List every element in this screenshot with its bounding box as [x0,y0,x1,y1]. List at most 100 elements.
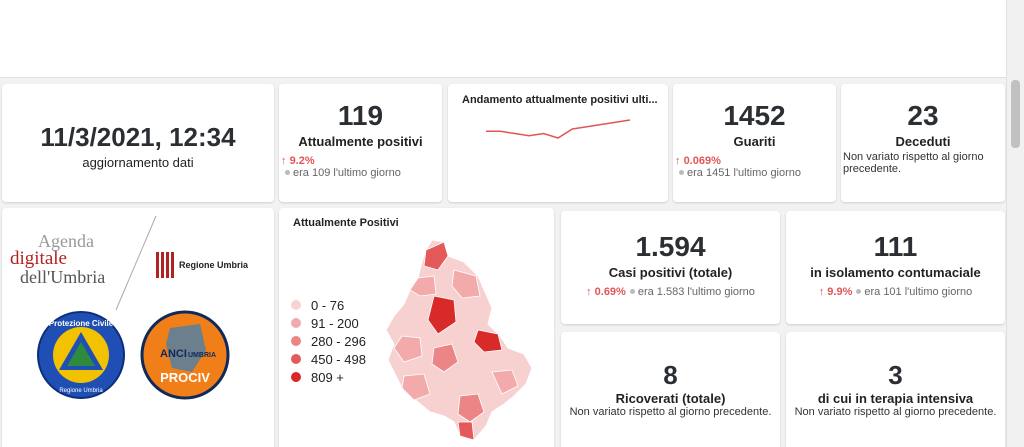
ricoverati-label: Ricoverati (totale) [615,391,726,406]
guariti-value: 1452 [723,100,786,131]
ricoverati-card: 8 Ricoverati (totale) Non variato rispet… [561,332,780,447]
casi-totali-delta: ↑ 0.69% era 1.583 l'ultimo giorno [561,286,780,298]
casi-totali-label: Casi positivi (totale) [608,265,733,280]
casi-totali-pct: 0.69% [594,286,626,298]
guariti-pct: 0.069% [683,155,721,167]
deceduti-value: 23 [907,100,939,131]
map-municipality [401,373,431,401]
agenda-word: Agenda [38,231,94,251]
prev-suffix: l'ultimo giorno [733,167,802,179]
map-municipality [457,421,475,441]
legend-swatch [291,318,301,328]
legend-label: 0 - 76 [311,297,345,313]
dot-icon [285,170,290,176]
isolamento-label: in isolamento contumaciale [810,265,981,280]
trend-sparkline [486,119,631,139]
regione-umbria-logo: Regione Umbria [156,252,248,278]
attualmente-positivi-pct: 9.2% [289,155,315,167]
legend-item[interactable]: 91 - 200 [291,314,366,332]
prev-value: era 1.583 [637,286,685,298]
legend-label: 280 - 296 [311,333,366,349]
umbria-choropleth-map[interactable] [374,236,549,446]
map-legend: 0 - 76 91 - 200 280 - 296 450 - 498 809 … [291,296,366,386]
umbria-text: UMBRIA [188,352,216,359]
legend-item[interactable]: 450 - 498 [291,350,366,368]
legend-item[interactable]: 809 + [291,368,366,386]
map-municipality [457,393,485,423]
guariti-card: 1452 Guariti ↑ 0.069% era 1451 l'ultimo … [673,84,836,202]
dot-icon [629,289,635,295]
casi-totali-value: 1.594 [635,231,706,262]
logos-card: Agenda digitale dell'Umbria Regione Umbr… [2,208,274,447]
trend-line [486,119,631,139]
trend-title: Andamento attualmente positivi ulti... [462,94,658,106]
deceduti-label: Deceduti [895,134,951,149]
prev-value: era 101 [864,286,902,298]
update-datetime: 11/3/2021, 12:34 [40,122,236,152]
map-municipality [409,275,437,297]
guariti-label: Guariti [733,134,776,149]
casi-totali-card: 1.594 Casi positivi (totale) ↑ 0.69% era … [561,211,780,324]
protezione-civile-logo: Protezione Civile Regione Umbria [37,311,125,399]
map-municipality [393,335,423,363]
prev-suffix: l'ultimo giorno [333,167,401,179]
guariti-prev: era 1451 l'ultimo giorno [675,167,836,179]
map-municipality [431,343,459,373]
scrollbar-track[interactable] [1006,0,1024,447]
prev-suffix: l'ultimo giorno [904,286,973,298]
legend-swatch [291,336,301,346]
regione-emblem-icon [156,252,174,278]
update-card: 11/3/2021, 12:34 aggiornamento dati [2,84,274,202]
terapia-label: di cui in terapia intensiva [817,391,974,406]
protezione-civile-text: Protezione Civile [49,319,114,328]
terapia-note: Non variato rispetto al giorno precedent… [794,406,997,418]
arrow-up-icon: ↑ [586,286,592,298]
update-label: aggiornamento dati [82,155,194,170]
attualmente-positivi-card: 119 Attualmente positivi ↑ 9.2% era 109 … [279,84,442,202]
digitale-word: digitale [10,248,67,269]
legend-swatch [291,300,301,310]
isolamento-value: 111 [873,231,918,262]
legend-label: 809 + [311,369,344,385]
top-banner [0,0,1007,78]
legend-item[interactable]: 0 - 76 [291,296,366,314]
attualmente-positivi-prev: era 109 l'ultimo giorno [281,167,442,179]
deceduti-note: Non variato rispetto al giorno precedent… [843,151,984,175]
arrow-up-icon: ↑ [818,286,825,298]
attualmente-positivi-delta: ↑ 9.2% [281,155,442,167]
legend-item[interactable]: 280 - 296 [291,332,366,350]
divider-line [115,215,157,311]
map-municipality [423,241,449,271]
regione-umbria-text: Regione Umbria [179,260,249,270]
attualmente-positivi-value: 119 [337,100,384,131]
trend-card[interactable]: Andamento attualmente positivi ulti... [448,84,668,202]
ricoverati-value: 8 [663,360,678,390]
attualmente-positivi-label: Attualmente positivi [298,134,423,149]
prev-value: era 109 [293,167,331,179]
terapia-value: 3 [888,360,903,390]
arrow-up-icon: ↑ [675,155,681,167]
legend-swatch [291,372,301,382]
dot-icon [679,170,684,176]
map-municipality [451,269,481,299]
map-card: Attualmente Positivi 0 - 76 91 - 200 280… [279,208,554,447]
scrollbar-thumb[interactable] [1011,80,1020,148]
isolamento-card: 111 in isolamento contumaciale ↑ 9.9% era… [786,211,1005,324]
umbria-word: dell'Umbria [20,267,106,287]
prociv-text: PROCIV [160,370,210,385]
map-municipality [491,369,519,395]
map-municipality [427,295,457,335]
legend-swatch [291,354,301,364]
isolamento-pct: 9.9% [827,286,853,298]
dot-icon [856,289,862,295]
guariti-delta: ↑ 0.069% [675,155,836,167]
map-municipality [473,329,503,353]
isolamento-delta: ↑ 9.9% era 101 l'ultimo giorno [786,286,1005,298]
map-title: Attualmente Positivi [293,217,399,229]
anci-text: ANCI [160,348,187,360]
ricoverati-note: Non variato rispetto al giorno precedent… [569,406,772,418]
agenda-digitale-logo: Agenda digitale dell'Umbria [10,232,120,286]
terapia-card: 3 di cui in terapia intensiva Non variat… [786,332,1005,447]
deceduti-card: 23 Deceduti Non variato rispetto al gior… [841,84,1005,202]
protezione-regione-text: Regione Umbria [59,388,103,394]
